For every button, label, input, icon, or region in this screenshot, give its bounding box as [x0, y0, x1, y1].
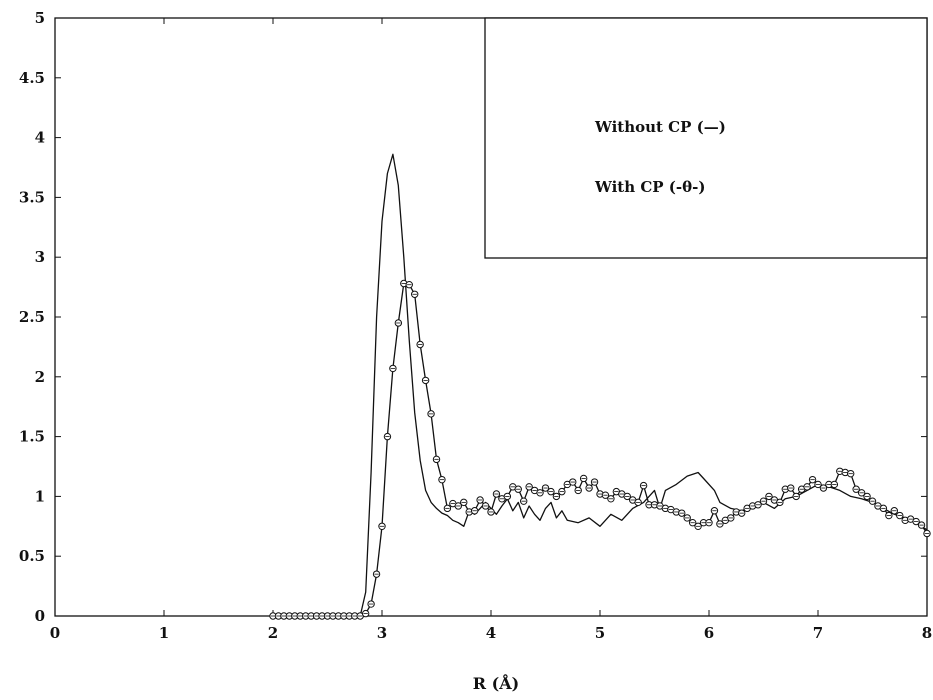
- legend: Without CP (—) With CP (-θ-): [484, 17, 928, 259]
- x-tick-label: 4: [486, 624, 496, 642]
- series-line-with-cp: [273, 282, 928, 617]
- y-tick-label: 1.5: [19, 428, 45, 446]
- x-tick-label: 8: [922, 624, 932, 642]
- y-tick-label: 5: [35, 9, 45, 27]
- y-tick-label: 3.5: [19, 188, 45, 206]
- y-tick-label: 0.5: [19, 547, 45, 565]
- y-tick-label: 2.5: [19, 308, 45, 326]
- y-tick-label: 1: [35, 487, 45, 505]
- y-tick-label: 0: [35, 607, 45, 625]
- x-tick-label: 6: [704, 624, 714, 642]
- y-tick-label: 3: [35, 248, 45, 266]
- tick-labels: 0 1 2 3 4 5 6 7 8 0 0.5 1 1.5 2 2.5 3 3.5 4 4.5 5: [19, 9, 932, 642]
- x-tick-label: 3: [377, 624, 387, 642]
- x-tick-label: 7: [813, 624, 823, 642]
- x-tick-label: 1: [159, 624, 169, 642]
- x-tick-label: 0: [50, 624, 60, 642]
- x-tick-label: 5: [595, 624, 605, 642]
- y-tick-label: 4.5: [19, 69, 45, 87]
- y-tick-label: 4: [35, 129, 45, 147]
- series-group: [269, 153, 931, 620]
- y-tick-label: 2: [35, 368, 45, 386]
- legend-entry-with-cp: With CP (-θ-): [594, 178, 705, 196]
- legend-entry-without-cp: Without CP (—): [594, 118, 726, 136]
- x-axis-title: R (Å): [473, 672, 519, 693]
- legend-box: [484, 17, 928, 259]
- series-line-without-cp: [273, 153, 928, 617]
- x-tick-label: 2: [268, 624, 278, 642]
